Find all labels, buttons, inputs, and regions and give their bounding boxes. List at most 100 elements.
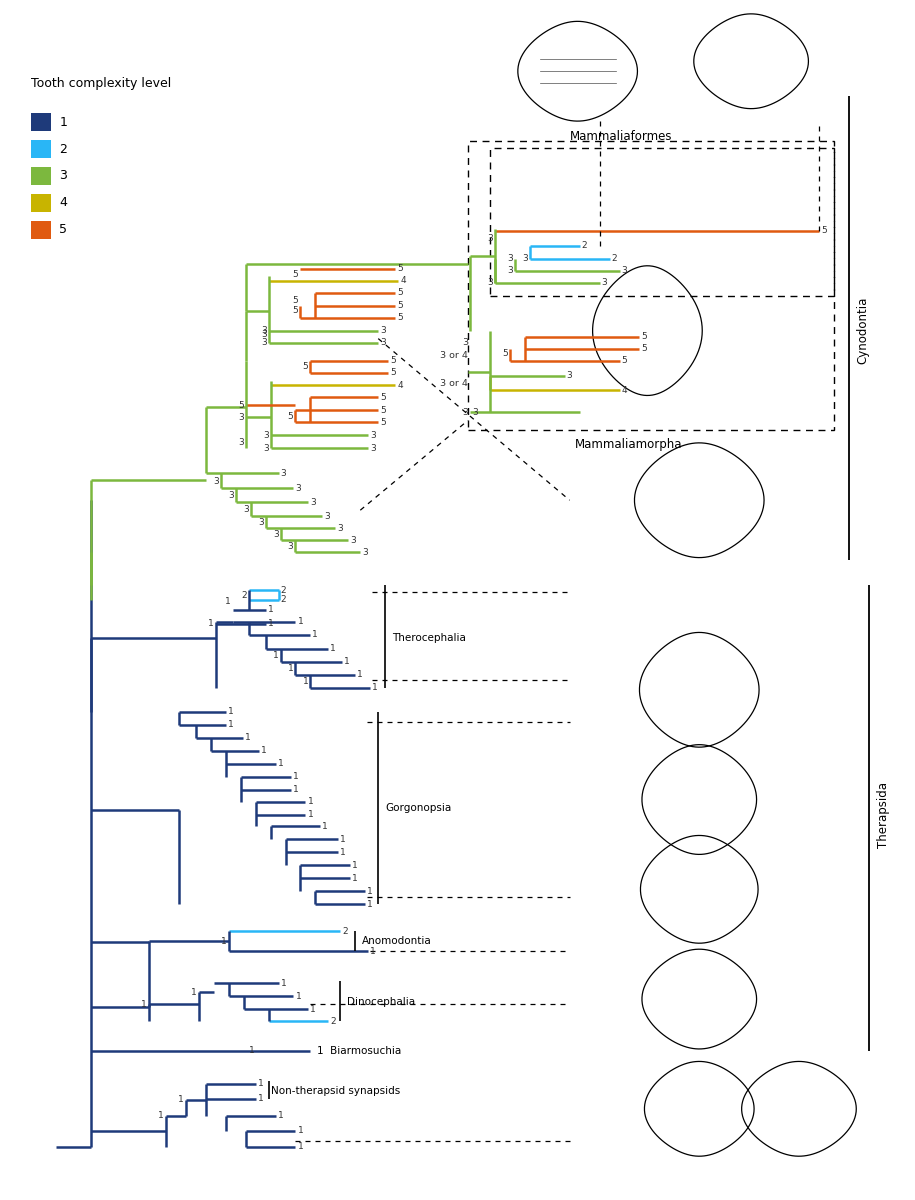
- Text: 5: 5: [641, 344, 647, 353]
- Text: 1: 1: [352, 860, 358, 870]
- Text: 5: 5: [59, 223, 67, 236]
- Text: 5: 5: [293, 306, 298, 316]
- Text: 1: 1: [330, 644, 336, 653]
- Text: 1: 1: [281, 979, 286, 988]
- Text: 1: 1: [249, 1046, 254, 1056]
- Text: 1: 1: [267, 606, 274, 614]
- Text: 1: 1: [59, 115, 67, 128]
- Text: 1: 1: [287, 665, 294, 673]
- Text: 2: 2: [59, 143, 67, 156]
- Text: 1: 1: [244, 733, 251, 742]
- Text: 1: 1: [277, 760, 284, 768]
- Text: 1: 1: [367, 900, 373, 908]
- Text: 5: 5: [303, 362, 308, 371]
- Text: 3: 3: [507, 254, 512, 263]
- Text: 3: 3: [601, 278, 608, 287]
- Text: 3: 3: [507, 266, 512, 275]
- Text: 3: 3: [261, 330, 266, 340]
- Bar: [31, 194, 51, 212]
- Text: 3: 3: [472, 408, 478, 416]
- Text: 5: 5: [381, 392, 386, 402]
- Text: Dinocephalia: Dinocephalia: [348, 997, 415, 1007]
- Text: 1: 1: [340, 848, 346, 857]
- Text: 3: 3: [350, 535, 356, 545]
- Text: 4: 4: [621, 386, 627, 395]
- Bar: [31, 140, 51, 158]
- Text: 2: 2: [330, 1016, 336, 1026]
- Text: 3: 3: [566, 371, 573, 380]
- Text: 1: 1: [297, 618, 303, 626]
- Text: 5: 5: [381, 418, 386, 427]
- Text: 1: 1: [261, 746, 266, 755]
- Text: 2: 2: [281, 595, 286, 605]
- Text: 3: 3: [263, 431, 269, 440]
- Text: 1: 1: [225, 598, 231, 606]
- Text: 5: 5: [238, 401, 243, 410]
- Text: 3: 3: [258, 517, 264, 527]
- Text: Mammaliamorpha: Mammaliamorpha: [575, 438, 683, 451]
- Text: 1: 1: [258, 1094, 264, 1103]
- Text: 3: 3: [238, 413, 243, 422]
- Text: 3: 3: [487, 234, 493, 244]
- Text: 3: 3: [487, 278, 493, 287]
- Text: 3: 3: [362, 547, 368, 557]
- Text: 5: 5: [293, 270, 298, 280]
- Text: 1: 1: [297, 1127, 303, 1135]
- Text: 1: 1: [191, 988, 197, 996]
- Text: 2: 2: [611, 254, 617, 263]
- Text: 3: 3: [325, 511, 330, 521]
- Text: 1: 1: [307, 797, 313, 806]
- Text: 2: 2: [241, 590, 247, 600]
- Text: 3: 3: [338, 523, 343, 533]
- Text: Gorgonopsia: Gorgonopsia: [385, 803, 451, 812]
- Text: 2: 2: [281, 586, 286, 594]
- Text: 5: 5: [390, 368, 396, 377]
- Text: 3: 3: [261, 338, 266, 347]
- Text: 1: 1: [267, 619, 274, 629]
- Text: 3: 3: [310, 498, 317, 506]
- Text: 1: 1: [371, 947, 376, 955]
- Text: 1: 1: [228, 720, 233, 730]
- Text: 1: 1: [372, 683, 378, 692]
- Text: 3: 3: [242, 505, 249, 514]
- Text: 1: 1: [352, 874, 358, 883]
- Text: 5: 5: [293, 296, 298, 305]
- Text: 1: 1: [277, 1111, 284, 1121]
- Text: 3: 3: [522, 254, 528, 263]
- Text: Therocephalia: Therocephalia: [393, 632, 466, 643]
- Text: 5: 5: [397, 313, 403, 322]
- Text: 3 or 4: 3 or 4: [440, 352, 468, 360]
- Text: 1: 1: [208, 619, 214, 629]
- Text: 1: 1: [158, 1111, 164, 1121]
- Bar: [31, 221, 51, 239]
- Text: 5: 5: [390, 356, 396, 365]
- Text: 1: 1: [273, 652, 278, 660]
- Text: 1: 1: [258, 1079, 264, 1088]
- Text: 3: 3: [263, 444, 269, 452]
- Text: 3: 3: [462, 338, 468, 347]
- Text: 1: 1: [344, 658, 350, 666]
- Text: 1: 1: [178, 1096, 184, 1104]
- Text: 3: 3: [273, 529, 278, 539]
- Text: 5: 5: [621, 356, 628, 365]
- Text: 1: 1: [296, 991, 301, 1001]
- Text: 4: 4: [397, 380, 403, 390]
- Text: 1: 1: [340, 835, 346, 844]
- Text: Tooth complexity level: Tooth complexity level: [31, 77, 171, 90]
- Text: 1: 1: [312, 630, 318, 640]
- Text: 1: 1: [310, 1004, 317, 1014]
- Text: 1: 1: [228, 707, 233, 716]
- Text: 5: 5: [287, 412, 294, 421]
- Text: 1: 1: [322, 822, 328, 830]
- Text: 3: 3: [371, 431, 376, 440]
- Text: 1: 1: [221, 937, 227, 946]
- Text: 3: 3: [238, 438, 243, 446]
- Text: 5: 5: [397, 264, 403, 274]
- Text: Cynodontia: Cynodontia: [856, 296, 870, 365]
- Text: 1: 1: [303, 677, 308, 686]
- Text: 1: 1: [293, 785, 298, 794]
- Text: 2: 2: [582, 241, 587, 251]
- Text: 3: 3: [381, 338, 386, 347]
- Text: 1: 1: [297, 1142, 303, 1151]
- Text: Mammaliaformes: Mammaliaformes: [570, 130, 673, 143]
